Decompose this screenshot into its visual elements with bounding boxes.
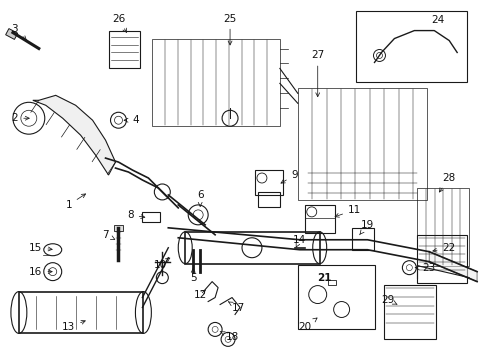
Bar [258,192,280,207]
Text: 4: 4 [124,115,139,125]
Text: 1: 1 [65,194,86,210]
Bar [417,188,469,266]
Bar [385,285,436,339]
Text: 5: 5 [190,269,196,283]
Bar [356,11,467,82]
Bar [305,205,335,233]
Bar [152,39,280,126]
Text: 2: 2 [12,113,29,123]
Bar [19,292,144,333]
Polygon shape [429,252,477,282]
Text: 25: 25 [223,14,237,45]
Text: 16: 16 [29,267,52,276]
Bar [143,212,160,222]
Bar [255,170,283,195]
Bar [298,88,427,200]
Text: 7: 7 [102,230,115,240]
Text: 19: 19 [360,220,374,235]
Text: 24: 24 [431,15,444,24]
Text: 23: 23 [415,263,436,273]
Text: 14: 14 [293,235,306,248]
Bar [352,228,373,250]
Text: 29: 29 [381,294,397,305]
Text: 22: 22 [433,243,456,253]
Text: 26: 26 [112,14,126,32]
Bar [6,28,18,39]
Text: 13: 13 [62,320,85,332]
Text: 10: 10 [154,258,170,270]
Text: 8: 8 [127,210,145,220]
Text: 11: 11 [335,205,361,217]
Text: 3: 3 [12,24,26,40]
Text: 6: 6 [197,190,203,206]
Polygon shape [33,95,116,175]
Bar [114,225,123,231]
Text: 15: 15 [29,243,52,253]
Text: 17: 17 [228,302,245,312]
Text: 27: 27 [311,50,324,97]
Text: 18: 18 [220,332,239,342]
Text: 28: 28 [440,173,456,192]
Text: 20: 20 [298,318,317,332]
Bar [298,265,375,329]
Bar [417,235,467,283]
Bar [108,31,141,68]
Text: 12: 12 [194,289,207,300]
Bar [328,280,336,285]
Bar [185,232,319,264]
Text: 9: 9 [281,170,298,183]
Text: 21: 21 [318,273,332,283]
